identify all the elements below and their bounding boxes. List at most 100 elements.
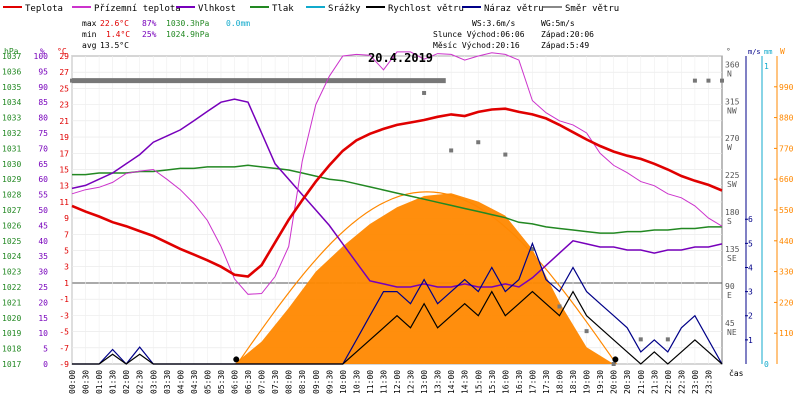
tick-label-humidity: 10 (38, 329, 48, 338)
tick-label-x: 16:30 (515, 370, 524, 394)
tick-label-humidity: 20 (38, 298, 48, 307)
tick-label-rain: 0 (764, 360, 769, 369)
tick-label-radiation: 660 (779, 175, 794, 184)
tick-label-x: 19:30 (596, 370, 605, 394)
tick-label-x: 09:30 (325, 370, 334, 394)
tick-label-pressure: 1034 (2, 98, 21, 107)
tick-label-pressure: 1024 (2, 252, 21, 261)
tick-label-temp: 17 (59, 149, 69, 158)
tick-label-humidity: 65 (38, 160, 48, 169)
tick-label-pressure: 1037 (2, 52, 21, 61)
tick-label-humidity: 0 (43, 360, 48, 369)
info-moon: Měsíc Východ:20:16 (433, 41, 520, 50)
stat-max-label: max (82, 19, 97, 28)
stat-avg-label: avg (82, 41, 97, 50)
stat-max-hum: 87% (142, 19, 157, 28)
tick-label-direction: E (727, 291, 732, 300)
tick-label-wind: 5 (748, 239, 753, 248)
tick-label-x: 22:00 (664, 370, 673, 394)
axis-unit-mm: mm (764, 48, 772, 56)
tick-label-direction-deg: 225 (725, 171, 740, 180)
tick-label-x: 03:30 (163, 370, 172, 394)
tick-label-pressure: 1036 (2, 67, 21, 76)
tick-label-humidity: 25 (38, 283, 48, 292)
tick-label-x: 08:00 (285, 370, 294, 394)
tick-label-wind: 1 (748, 336, 753, 345)
axis-unit-w: W (780, 47, 785, 56)
legend-vlhkost: Vlhkost (198, 4, 236, 14)
point-wind-direction (503, 152, 508, 157)
tick-label-temp: 3 (64, 263, 69, 272)
tick-label-pressure: 1033 (2, 114, 21, 123)
tick-label-x: 01:30 (109, 370, 118, 394)
point-wind-direction (530, 247, 535, 252)
tick-label-x: 15:00 (474, 370, 483, 394)
tick-label-rain: 1 (764, 62, 769, 71)
tick-label-x: 04:00 (176, 370, 185, 394)
point-wind-direction (422, 90, 427, 95)
tick-label-x: 22:30 (677, 370, 686, 394)
tick-label-x: 02:00 (122, 370, 131, 394)
tick-label-humidity: 35 (38, 252, 48, 261)
tick-label-temp: -7 (59, 344, 69, 353)
tick-label-x: 10:00 (339, 370, 348, 394)
tick-label-x: 23:30 (704, 370, 713, 394)
tick-label-x: 09:00 (312, 370, 321, 394)
tick-label-temp: -3 (59, 311, 69, 320)
tick-label-x: 17:30 (542, 370, 551, 394)
axis-unit-temp: °C (57, 47, 67, 56)
tick-label-direction-deg: 360 (725, 60, 740, 69)
tick-label-x: 14:00 (447, 370, 456, 394)
legend-tlak: Tlak (272, 4, 294, 14)
tick-label-humidity: 100 (34, 52, 49, 61)
legend-prizemni-teplota: Přízemní teplota (94, 4, 181, 14)
tick-label-pressure: 1026 (2, 221, 21, 230)
tick-label-x: 23:00 (691, 370, 700, 394)
tick-label-wind: 6 (748, 215, 753, 224)
tick-label-temp: 15 (59, 165, 69, 174)
tick-label-humidity: 90 (38, 83, 48, 92)
stat-min-press: 1024.9hPa (166, 30, 210, 39)
tick-label-direction: SW (727, 180, 737, 189)
tick-label-humidity: 50 (38, 206, 48, 215)
tick-label-radiation: 990 (779, 83, 794, 92)
axis-unit-ms: m/s (748, 48, 761, 56)
tick-label-pressure: 1017 (2, 360, 21, 369)
tick-label-humidity: 40 (38, 237, 48, 246)
tick-label-temp: 13 (59, 182, 69, 191)
axis-unit-hpa: hPa (4, 47, 19, 56)
tick-label-direction-deg: 180 (725, 208, 740, 217)
tick-label-pressure: 1021 (2, 298, 21, 307)
tick-label-x: 12:30 (407, 370, 416, 394)
tick-label-x: 08:30 (298, 370, 307, 394)
tick-label-pressure: 1031 (2, 144, 21, 153)
series-wind-speed (72, 290, 723, 365)
legend-smer-vetru: Směr větru (565, 4, 619, 14)
tick-label-x: 04:30 (190, 370, 199, 394)
tick-label-temp: 19 (59, 133, 69, 142)
tick-label-x: 02:30 (136, 370, 145, 394)
tick-label-direction-deg: 90 (725, 282, 735, 291)
point-wind-direction (706, 78, 711, 83)
tick-label-temp: 27 (59, 68, 69, 77)
stat-avg-temp: 13.5°C (100, 41, 129, 50)
axes-layer: 2927252321191715131197531-1-3-5-7-910095… (2, 52, 794, 394)
tick-label-wind: 3 (748, 288, 753, 297)
tick-label-direction-deg: 270 (725, 134, 740, 143)
info-moon-set: Západ:5:49 (541, 41, 589, 50)
stat-min-hum: 25% (142, 30, 157, 39)
tick-label-x: 12:00 (393, 370, 402, 394)
tick-label-radiation: 440 (779, 237, 794, 246)
tick-label-humidity: 70 (38, 144, 48, 153)
tick-label-pressure: 1035 (2, 83, 21, 92)
tick-label-temp: 9 (64, 214, 69, 223)
point-wind-direction (611, 362, 616, 366)
series-temperature (71, 107, 723, 278)
tick-label-x: 07:00 (258, 370, 267, 394)
point-wind-direction (665, 337, 670, 342)
axis-unit-dir: ° (726, 47, 731, 56)
tick-label-pressure: 1028 (2, 191, 21, 200)
tick-label-x: 11:30 (379, 370, 388, 394)
tick-label-x: 06:00 (231, 370, 240, 394)
